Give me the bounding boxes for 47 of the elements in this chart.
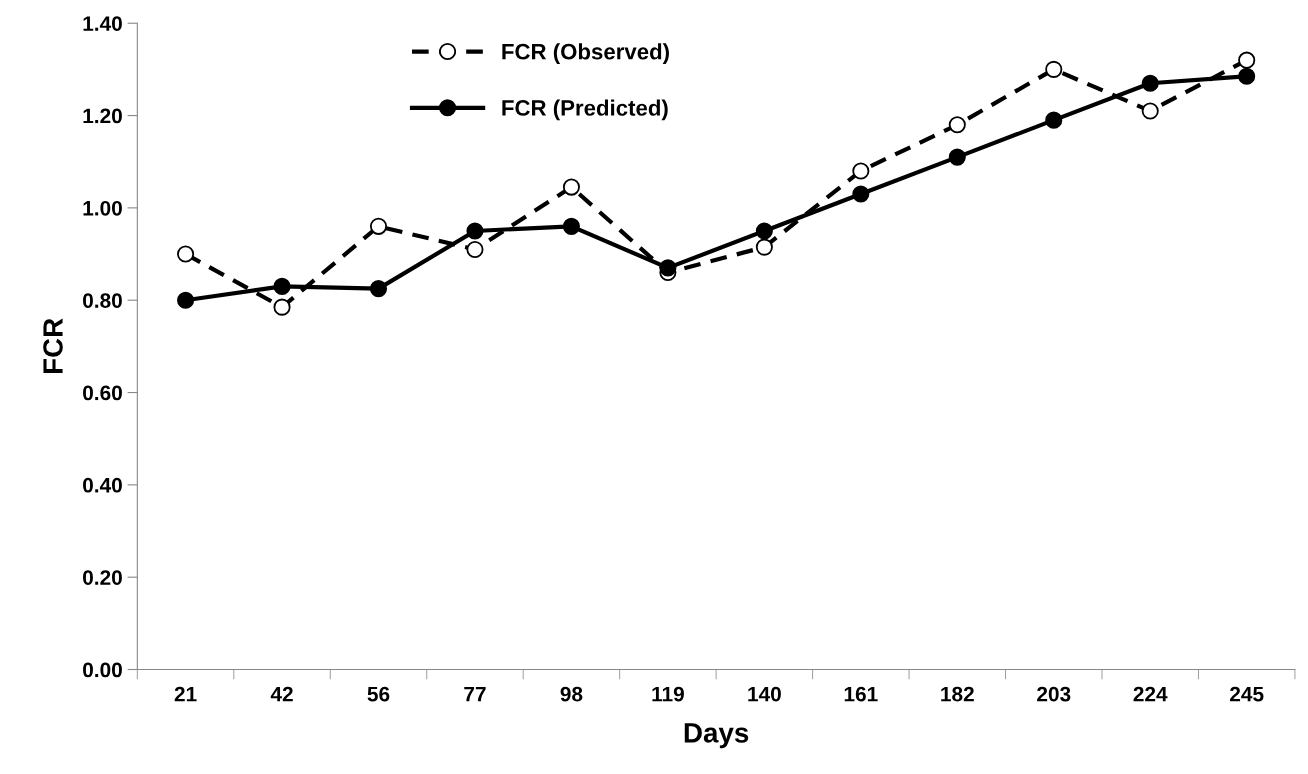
legend-label: FCR (Observed) [502, 43, 669, 64]
x-tick-label: 161 [844, 686, 878, 702]
point [273, 298, 291, 316]
x-tick-label: 140 [748, 686, 781, 702]
point [273, 277, 291, 295]
point [466, 240, 484, 258]
x-tick-label: 42 [270, 686, 293, 702]
point [755, 222, 773, 240]
legend-label: FCR (Predicted) [502, 99, 668, 121]
point [1238, 67, 1256, 85]
y-tick-label: 0.00 [83, 662, 122, 678]
point [562, 217, 580, 235]
x-tick-label: 119 [652, 686, 684, 702]
point [852, 162, 870, 180]
x-tick-label: 224 [1133, 686, 1168, 702]
y-tick-label: 1.40 [83, 16, 122, 31]
x-tick-label: 203 [1037, 686, 1071, 702]
y-tick-label: 0.40 [83, 477, 122, 493]
point [562, 178, 580, 196]
point [755, 238, 773, 256]
x-tick-label: 21 [174, 686, 197, 702]
x-tick-label: 77 [464, 686, 486, 702]
x-tick-label: 98 [560, 686, 583, 702]
point [659, 259, 677, 277]
point [369, 217, 388, 235]
point [948, 148, 966, 166]
y-axis-title: FCR [43, 318, 63, 374]
point [1141, 102, 1159, 120]
x-tick-label: 56 [367, 686, 390, 702]
y-tick-label: 0.80 [83, 293, 122, 308]
y-tick-label: 1.00 [83, 200, 122, 216]
point [1045, 111, 1063, 129]
point [852, 185, 870, 203]
point [1141, 74, 1159, 92]
point [1238, 51, 1256, 69]
point [466, 222, 484, 240]
point [177, 245, 195, 263]
y-tick-label: 0.20 [83, 570, 122, 585]
point [369, 280, 388, 298]
point [1045, 60, 1063, 78]
point [948, 116, 966, 134]
y-tick-label: 0.60 [83, 385, 122, 401]
y-tick-label: 1.20 [83, 108, 122, 124]
point [177, 291, 195, 309]
x-axis-title: Days [684, 723, 749, 749]
x-tick-label: 245 [1230, 686, 1264, 702]
x-tick-label: 182 [941, 686, 974, 702]
